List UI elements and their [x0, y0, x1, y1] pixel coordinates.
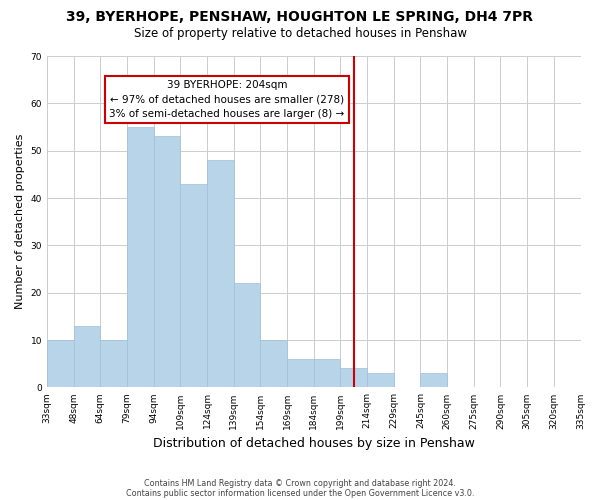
Bar [154, 136, 181, 388]
Bar [100, 340, 127, 388]
Text: Contains HM Land Registry data © Crown copyright and database right 2024.: Contains HM Land Registry data © Crown c… [144, 478, 456, 488]
Bar [314, 359, 340, 388]
Y-axis label: Number of detached properties: Number of detached properties [15, 134, 25, 310]
Bar [367, 373, 394, 388]
Bar [340, 368, 367, 388]
Bar [127, 127, 154, 388]
Text: 39 BYERHOPE: 204sqm
← 97% of detached houses are smaller (278)
3% of semi-detach: 39 BYERHOPE: 204sqm ← 97% of detached ho… [109, 80, 344, 120]
Bar [207, 160, 233, 388]
Bar [74, 326, 100, 388]
Bar [421, 373, 447, 388]
Bar [233, 284, 260, 388]
Bar [260, 340, 287, 388]
Text: Size of property relative to detached houses in Penshaw: Size of property relative to detached ho… [133, 28, 467, 40]
Text: 39, BYERHOPE, PENSHAW, HOUGHTON LE SPRING, DH4 7PR: 39, BYERHOPE, PENSHAW, HOUGHTON LE SPRIN… [67, 10, 533, 24]
Bar [181, 184, 207, 388]
X-axis label: Distribution of detached houses by size in Penshaw: Distribution of detached houses by size … [153, 437, 475, 450]
Text: Contains public sector information licensed under the Open Government Licence v3: Contains public sector information licen… [126, 488, 474, 498]
Bar [47, 340, 74, 388]
Bar [287, 359, 314, 388]
